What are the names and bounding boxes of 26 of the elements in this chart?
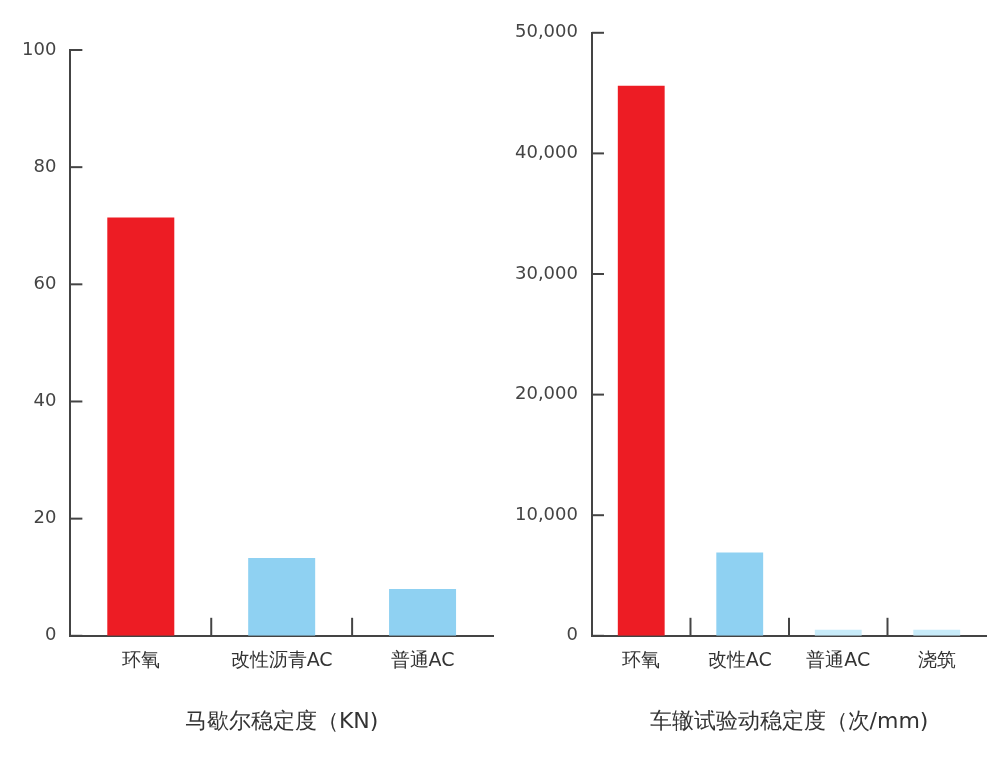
y-tick-label: 20,000 [515,382,578,404]
bar [389,588,457,636]
y-tick-label: 0 [566,623,578,645]
x-tick-label: 环氧 [622,648,661,671]
x-tick-label: 浇筑 [917,648,956,671]
y-tick-label: 30,000 [515,261,578,283]
bar [617,85,665,636]
x-tick-label: 普通AC [390,648,455,671]
x-tick-label: 改性AC [707,648,772,671]
y-tick-label: 60 [33,271,57,293]
x-axis-title: 马歇尔稳定度（KN) [184,707,379,733]
y-tick-label: 0 [44,623,57,645]
y-tick-label: 20 [33,506,57,528]
y-tick-label: 40,000 [515,141,578,163]
x-tick-label: 环氧 [121,648,160,671]
bar [107,217,175,636]
bar [716,552,764,636]
bar [248,557,316,636]
y-tick-label: 100 [22,37,57,59]
x-tick-label: 普通AC [806,648,871,671]
y-tick-label: 10,000 [515,502,578,524]
y-tick-label: 50,000 [515,20,578,42]
x-axis-title: 车辙试验动稳定度（次/mm) [649,707,929,733]
y-tick-label: 40 [33,389,57,411]
y-tick-label: 80 [33,154,57,176]
x-tick-label: 改性沥青AC [230,648,333,671]
